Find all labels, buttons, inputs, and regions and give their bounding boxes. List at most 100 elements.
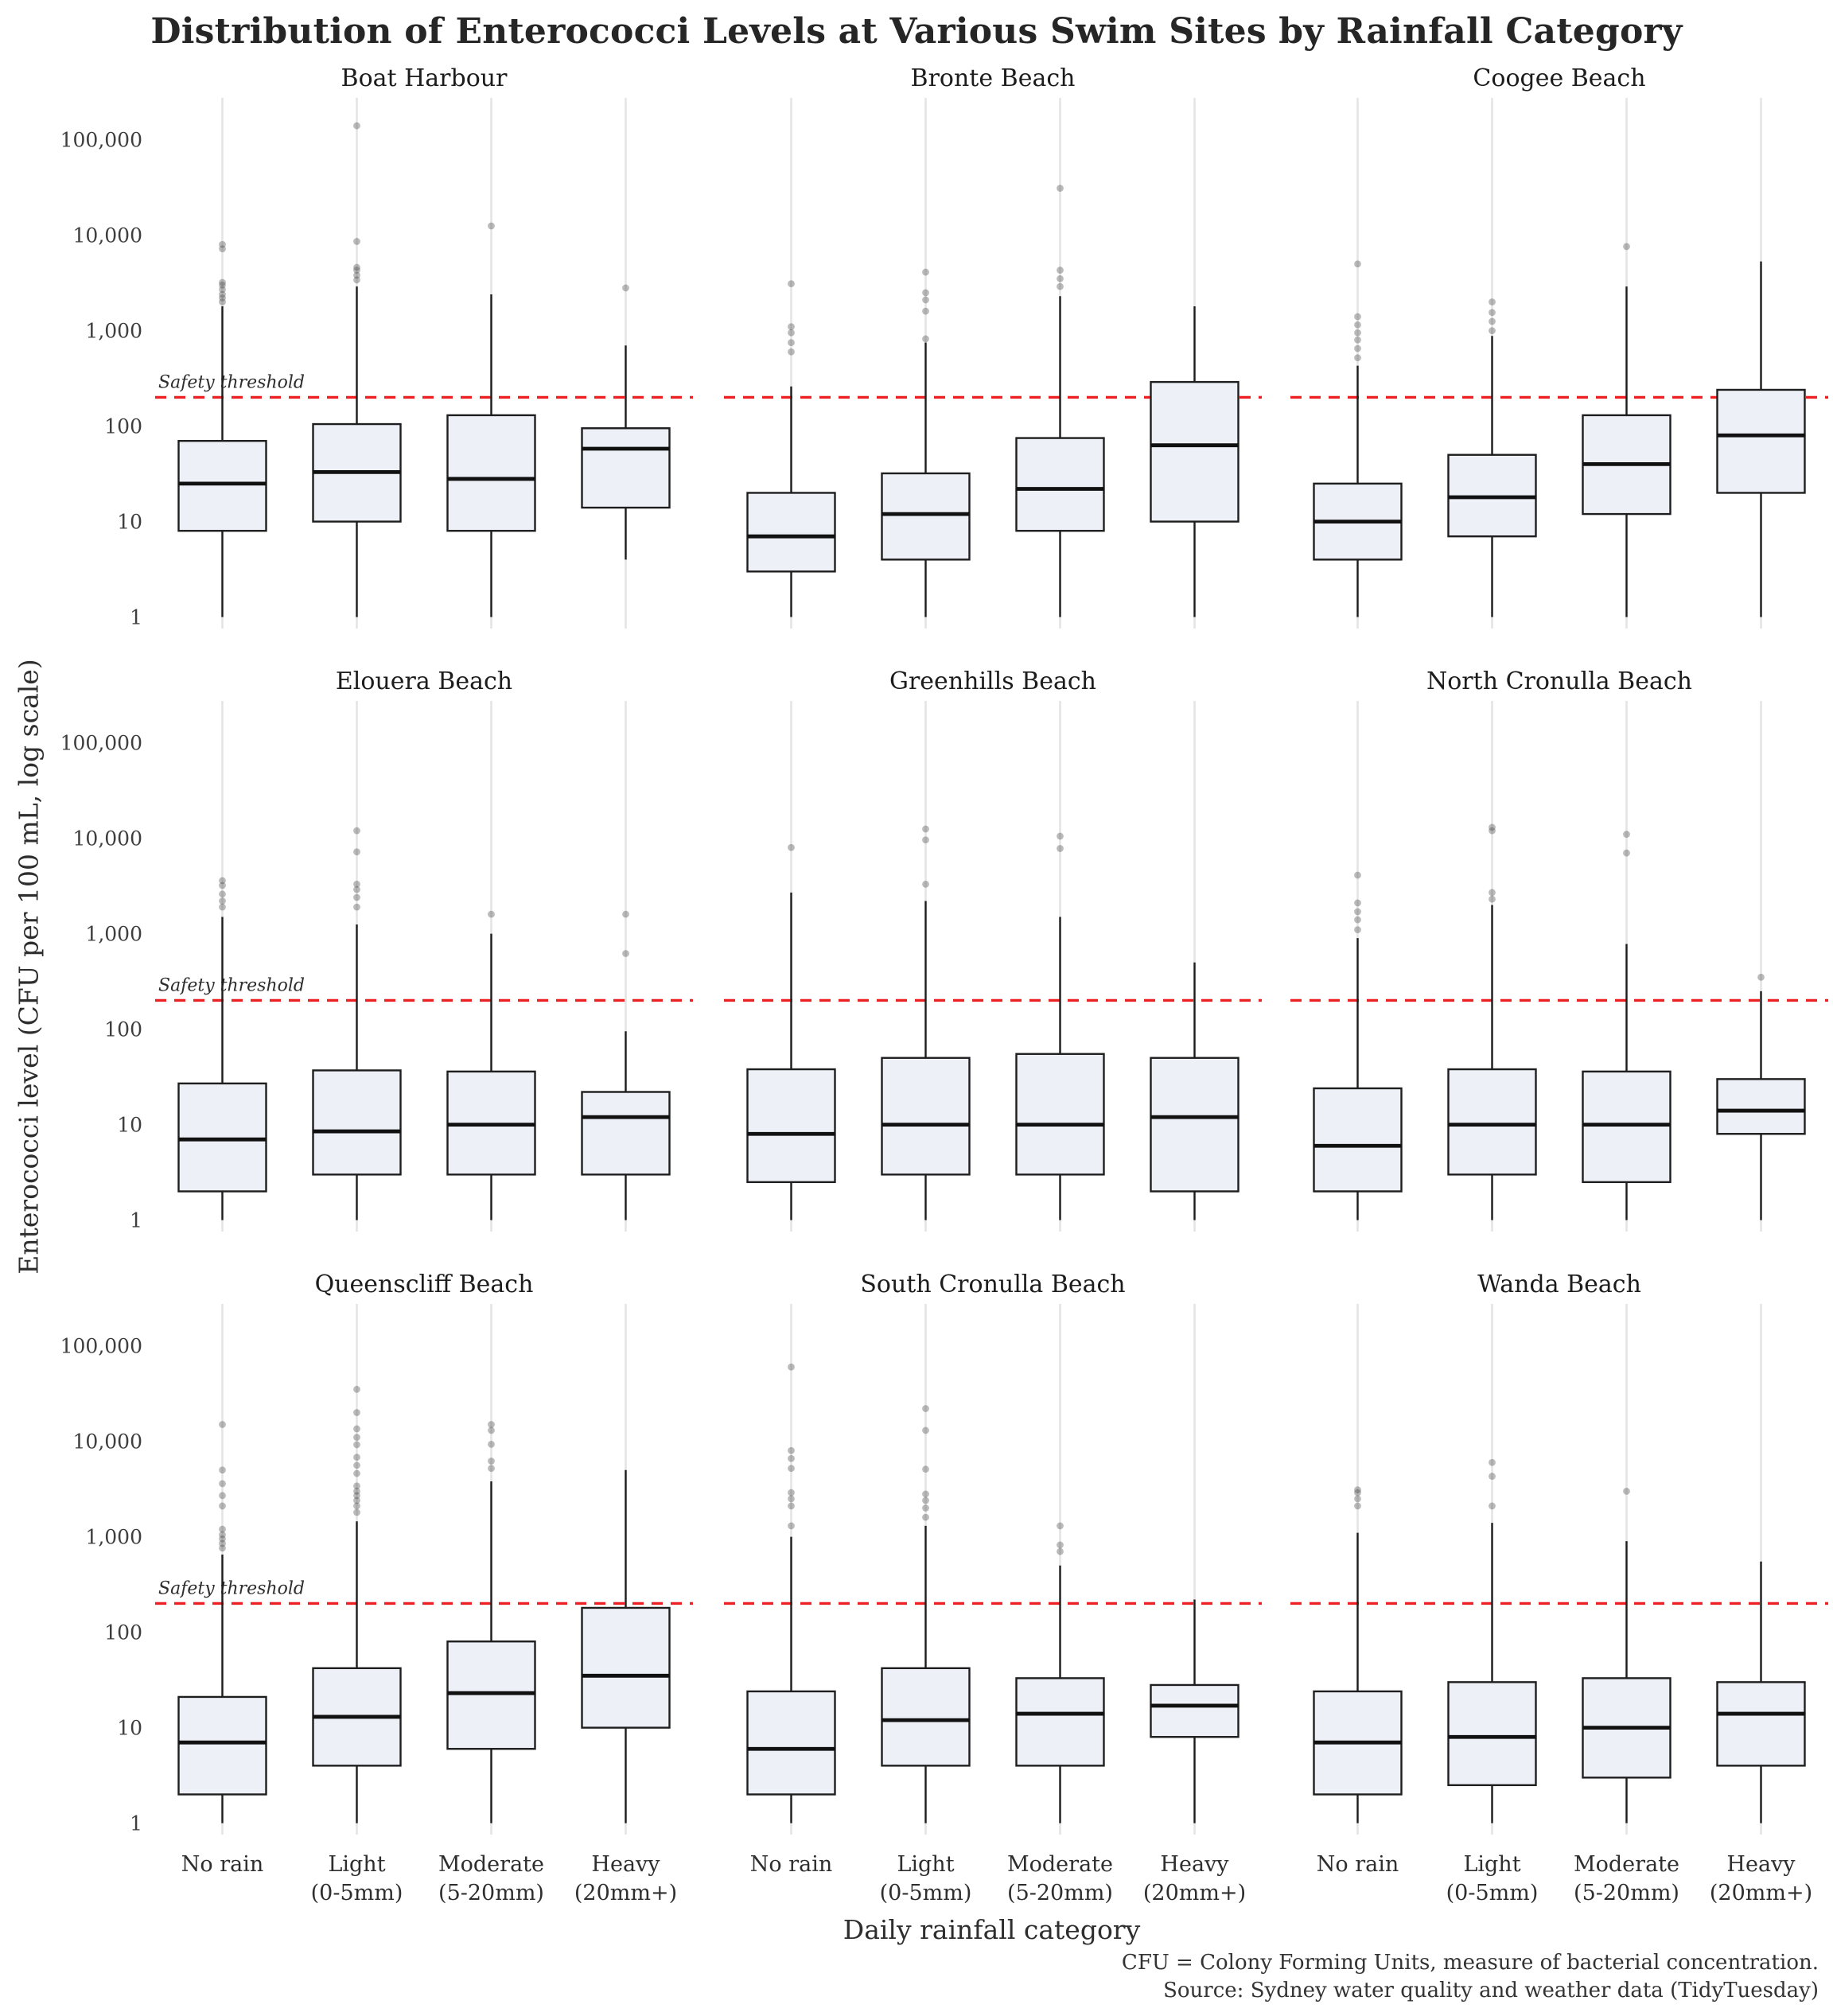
x-tick-label: Light [897,1852,954,1877]
outlier-point [922,825,929,833]
outlier-point [1489,317,1496,325]
outlier-point [353,880,360,888]
outlier-point [788,339,795,346]
outlier-point [1057,1522,1064,1530]
outlier-point [1354,1486,1361,1494]
outlier-point [219,1544,226,1552]
caption: CFU = Colony Forming Units, measure of b… [1122,1949,1819,2005]
outlier-point [922,1504,929,1512]
outlier-point [1489,1458,1496,1466]
outlier-point [788,843,795,851]
outlier-point [1354,916,1361,924]
threshold-label: Safety threshold [158,975,305,995]
outlier-point [1623,831,1630,839]
y-tick-label: 1 [130,606,142,629]
y-tick-label: 1 [130,1209,142,1232]
x-tick-label: (0-5mm) [880,1881,972,1905]
outlier-point [219,903,226,911]
facet-panel: North Cronulla Beach [1290,667,1828,1232]
outlier-point [1354,354,1361,362]
box [446,414,536,532]
outlier-point [219,286,226,294]
facet-title: Greenhills Beach [889,667,1096,695]
facet-panel: Safety threshold Boat Harbour 1 10 100 1,000 1… [60,64,693,629]
facet-panel: Safety threshold Elouera Beach 1 10 100 1,000… [60,667,693,1232]
outlier-point [353,271,360,279]
box [1150,1683,1240,1738]
x-tick-label: (5-20mm) [1574,1881,1679,1905]
outlier-point [353,1502,360,1510]
outlier-point [788,1454,795,1462]
outlier-point [1057,845,1064,852]
outlier-point [1057,274,1064,282]
outlier-point [1489,895,1496,903]
outlier-point [353,238,360,245]
box [1015,1053,1105,1176]
outlier-point [353,1496,360,1504]
caption-line-2: Source: Sydney water quality and weather… [1163,1979,1819,2002]
box [746,1690,836,1796]
outlier-point [922,1513,929,1521]
outlier-point [1354,336,1361,344]
outlier-point [219,290,226,298]
outlier-point [788,348,795,356]
facet-panel: Bronte Beach [724,64,1262,629]
outlier-point [788,323,795,331]
outlier-point [219,240,226,248]
outlier-point [1757,973,1765,981]
outlier-point [353,1425,360,1433]
outlier-point [1354,1502,1361,1510]
outlier-point [219,1466,226,1474]
y-tick-label: 10,000 [73,1430,142,1454]
outlier-point [219,1492,226,1500]
outlier-point [219,897,226,905]
x-tick-label: Heavy [1160,1852,1229,1877]
outlier-point [353,1492,360,1500]
y-axis-title: Enterococci level (CFU per 100 mL, log s… [13,659,45,1275]
box [177,439,267,532]
facet-title: Bronte Beach [911,64,1076,92]
outlier-point [922,1490,929,1498]
chart-title: Distribution of Enterococci Levels at Va… [150,11,1683,52]
outlier-point [922,335,929,343]
x-tick-label: No rain [1317,1852,1399,1877]
outlier-point [353,122,360,130]
y-tick-label: 100,000 [60,1335,142,1358]
y-tick-label: 100,000 [60,732,142,755]
outlier-point [1489,1502,1496,1510]
box [746,492,836,573]
outlier-point [353,848,360,856]
y-tick-label: 1,000 [85,1526,142,1549]
outlier-point [1354,926,1361,934]
box [1150,1057,1240,1193]
x-tick-label: Light [1463,1852,1520,1877]
outlier-point [488,222,495,230]
outlier-point [1057,1547,1064,1555]
outlier-point [922,836,929,844]
outlier-point [1354,260,1361,268]
outlier-point [488,1426,495,1434]
y-tick-label: 1,000 [85,320,142,343]
box [1716,388,1806,494]
outlier-point [622,910,629,918]
box [746,1068,836,1184]
outlier-point [353,885,360,893]
facet-title: Queenscliff Beach [315,1271,534,1298]
box [1313,1087,1403,1193]
threshold-label: Safety threshold [158,372,305,392]
x-tick-label: No rain [181,1852,264,1877]
y-tick-label: 10 [117,1717,142,1740]
outlier-point [1489,298,1496,306]
x-tick-label: (20mm+) [1143,1881,1246,1905]
box [312,1069,402,1176]
x-tick-label: Moderate [438,1852,544,1877]
y-tick-label: 1 [130,1812,142,1835]
outlier-point [1354,1495,1361,1503]
outlier-point [788,1489,795,1496]
outlier-point [219,877,226,885]
outlier-point [219,1480,226,1488]
y-tick-label: 100 [104,1621,142,1644]
box [1150,380,1240,523]
outlier-point [922,307,929,315]
